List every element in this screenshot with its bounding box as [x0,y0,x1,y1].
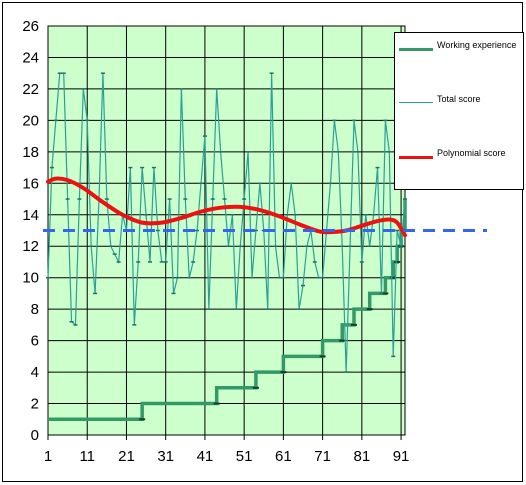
x-tick-label: 21 [118,448,135,465]
x-tick-label: 81 [354,448,371,465]
y-tick-label: 22 [22,81,39,98]
x-tick-label: 51 [236,448,253,465]
y-tick-label: 10 [22,270,39,287]
x-tick-label: 31 [157,448,174,465]
legend-item-total-score: Total score [395,91,523,115]
y-tick-label: 24 [22,49,39,66]
y-tick-label: 0 [31,427,39,444]
x-tick-label: 71 [314,448,331,465]
y-tick-label: 4 [31,364,39,381]
legend-swatch [399,48,433,51]
legend-label: Polynomial score [437,148,506,158]
y-tick-label: 16 [22,175,39,192]
legend-label: Total score [437,94,481,104]
y-tick-label: 26 [22,18,39,35]
y-tick-label: 14 [22,207,39,224]
x-tick-label: 61 [275,448,292,465]
legend-swatch [399,156,433,159]
y-tick-label: 8 [31,301,39,318]
x-tick-label: 1 [44,448,52,465]
legend: Working experience Total score Polynomial … [394,32,524,190]
x-tick-label: 41 [197,448,214,465]
legend-item-working-experience: Working experience [395,37,523,61]
series-line-polynomial-score [46,176,407,238]
y-tick-label: 18 [22,144,39,161]
y-tick-label: 2 [31,396,39,413]
x-tick-label: 11 [79,448,95,465]
x-tick-label: 91 [393,448,410,465]
legend-item-polynomial-score: Polynomial score [395,145,523,169]
y-tick-label: 12 [22,238,39,255]
y-tick-label: 20 [22,112,39,129]
legend-label: Working experience [437,40,517,50]
y-tick-label: 6 [31,333,39,350]
legend-swatch [399,102,433,103]
